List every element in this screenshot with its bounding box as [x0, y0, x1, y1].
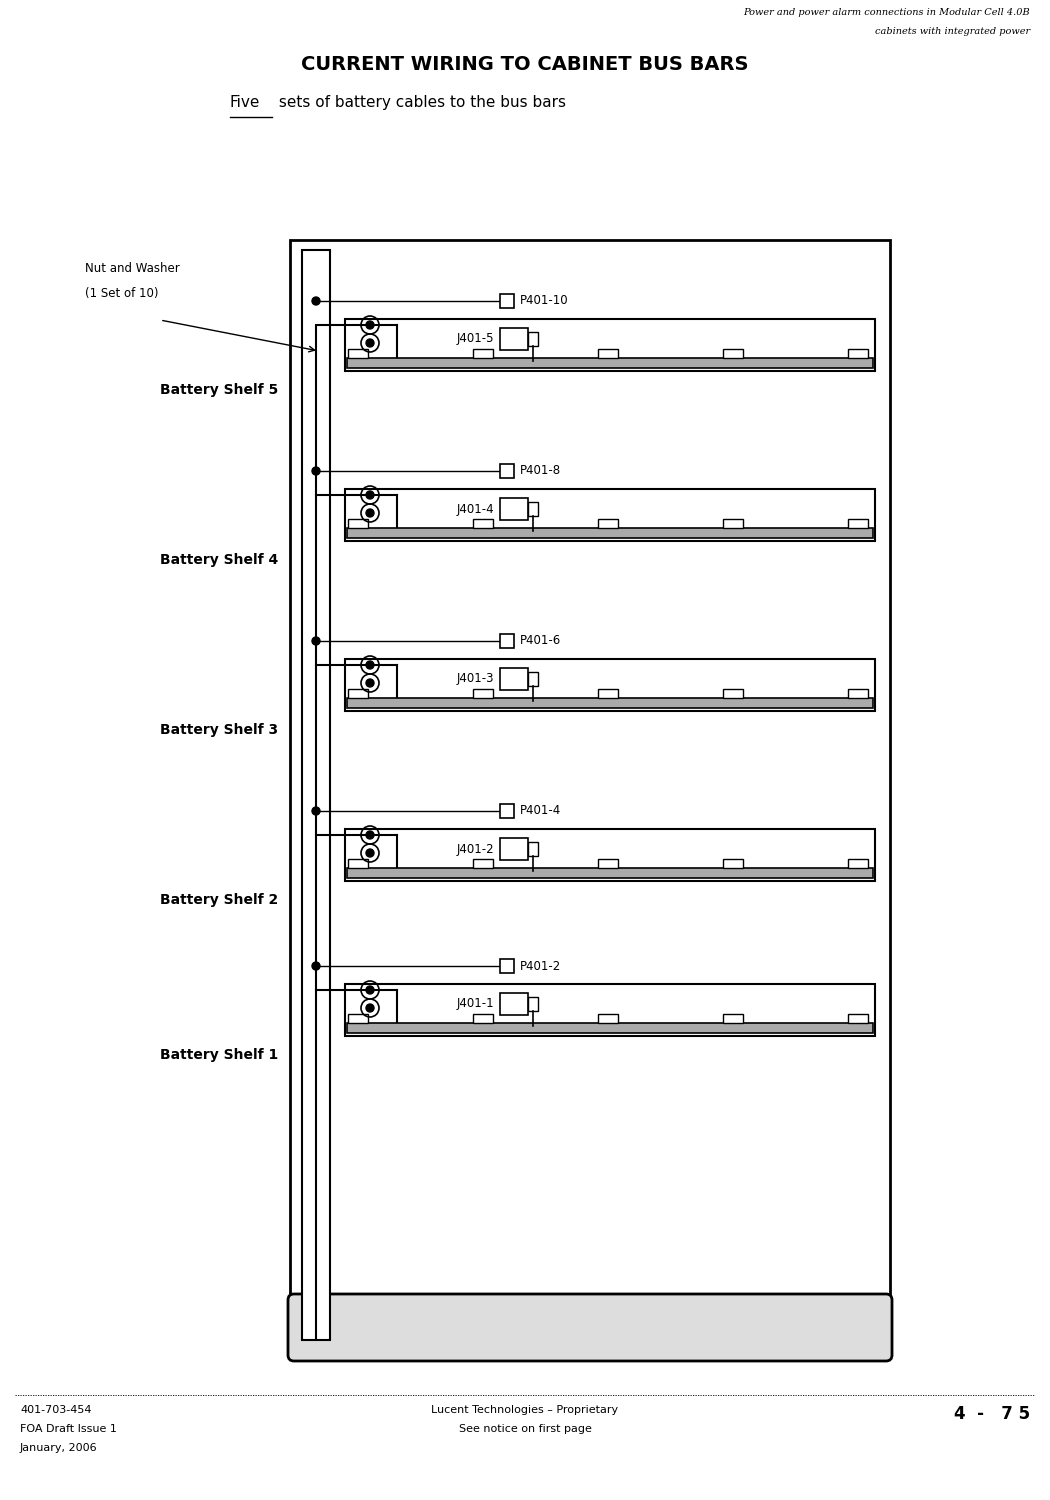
Bar — [528, 842, 538, 856]
Circle shape — [312, 466, 320, 476]
Circle shape — [366, 849, 374, 856]
Circle shape — [366, 339, 374, 346]
Bar — [345, 658, 875, 711]
Text: sets of battery cables to the bus bars: sets of battery cables to the bus bars — [274, 94, 566, 110]
Bar — [500, 328, 528, 350]
Circle shape — [366, 321, 374, 328]
Bar — [346, 358, 873, 368]
Bar — [290, 240, 890, 1350]
Bar — [723, 688, 743, 698]
Bar — [472, 350, 493, 358]
Text: P401-2: P401-2 — [520, 960, 562, 972]
Bar — [345, 489, 875, 542]
Text: cabinets with integrated power: cabinets with integrated power — [875, 27, 1030, 36]
Bar — [346, 698, 873, 708]
Text: P401-4: P401-4 — [520, 804, 562, 818]
Text: J401-5: J401-5 — [457, 333, 494, 345]
Text: Battery Shelf 2: Battery Shelf 2 — [160, 892, 278, 908]
Circle shape — [366, 509, 374, 518]
Bar — [500, 294, 514, 307]
Text: P401-6: P401-6 — [520, 634, 562, 648]
Circle shape — [366, 831, 374, 839]
Circle shape — [312, 638, 320, 645]
Circle shape — [366, 986, 374, 994]
Bar — [345, 984, 875, 1036]
Text: Power and power alarm connections in Modular Cell 4.0B: Power and power alarm connections in Mod… — [743, 8, 1030, 16]
Bar — [723, 1014, 743, 1023]
Bar — [346, 528, 873, 538]
Bar — [500, 464, 514, 478]
Bar — [345, 830, 875, 880]
Bar — [848, 1014, 868, 1023]
Bar — [348, 519, 368, 528]
Text: P401-8: P401-8 — [520, 465, 561, 477]
Bar — [848, 519, 868, 528]
Bar — [346, 1023, 873, 1034]
Text: J401-2: J401-2 — [457, 843, 494, 855]
Text: January, 2006: January, 2006 — [20, 1443, 98, 1454]
Text: Nut and Washer: Nut and Washer — [85, 262, 180, 274]
Text: J401-1: J401-1 — [457, 998, 494, 1011]
Bar — [598, 1014, 618, 1023]
Bar — [472, 688, 493, 698]
Text: Battery Shelf 1: Battery Shelf 1 — [160, 1048, 278, 1062]
Bar — [500, 958, 514, 974]
Bar — [723, 519, 743, 528]
Bar — [528, 503, 538, 516]
Circle shape — [312, 807, 320, 814]
Bar — [528, 332, 538, 346]
Bar — [723, 350, 743, 358]
Bar — [348, 350, 368, 358]
Text: Five: Five — [230, 94, 260, 110]
Bar — [848, 688, 868, 698]
FancyBboxPatch shape — [288, 1294, 892, 1360]
Bar — [500, 804, 514, 818]
Bar — [348, 688, 368, 698]
Text: Battery Shelf 4: Battery Shelf 4 — [160, 554, 278, 567]
Circle shape — [366, 662, 374, 669]
Text: CURRENT WIRING TO CABINET BUS BARS: CURRENT WIRING TO CABINET BUS BARS — [301, 56, 749, 74]
Bar — [302, 251, 330, 1340]
Text: Lucent Technologies – Proprietary: Lucent Technologies – Proprietary — [432, 1406, 618, 1414]
Bar — [472, 859, 493, 868]
Bar — [598, 859, 618, 868]
Text: (1 Set of 10): (1 Set of 10) — [85, 286, 159, 300]
Text: 4  -   7 5: 4 - 7 5 — [953, 1406, 1030, 1423]
Text: FOA Draft Issue 1: FOA Draft Issue 1 — [20, 1424, 117, 1434]
Bar — [472, 1014, 493, 1023]
Bar — [598, 688, 618, 698]
Bar — [528, 672, 538, 686]
Circle shape — [312, 962, 320, 970]
Bar — [848, 350, 868, 358]
Text: See notice on first page: See notice on first page — [459, 1424, 591, 1434]
Bar — [348, 1014, 368, 1023]
Bar — [500, 839, 528, 860]
Bar — [346, 868, 873, 877]
Bar — [598, 519, 618, 528]
Text: 401-703-454: 401-703-454 — [20, 1406, 91, 1414]
Bar — [500, 668, 528, 690]
Circle shape — [366, 680, 374, 687]
Circle shape — [312, 297, 320, 304]
Bar — [848, 859, 868, 868]
Circle shape — [366, 1004, 374, 1013]
Text: Battery Shelf 3: Battery Shelf 3 — [160, 723, 278, 736]
Bar — [348, 859, 368, 868]
Circle shape — [366, 490, 374, 500]
Bar — [723, 859, 743, 868]
Bar — [500, 634, 514, 648]
Bar — [472, 519, 493, 528]
Text: J401-3: J401-3 — [457, 672, 494, 686]
Text: Battery Shelf 5: Battery Shelf 5 — [160, 382, 278, 398]
Bar — [500, 993, 528, 1016]
Text: P401-10: P401-10 — [520, 294, 569, 307]
Bar — [528, 998, 538, 1011]
Bar — [598, 350, 618, 358]
Bar — [500, 498, 528, 520]
Bar — [345, 320, 875, 370]
Text: J401-4: J401-4 — [457, 503, 494, 516]
